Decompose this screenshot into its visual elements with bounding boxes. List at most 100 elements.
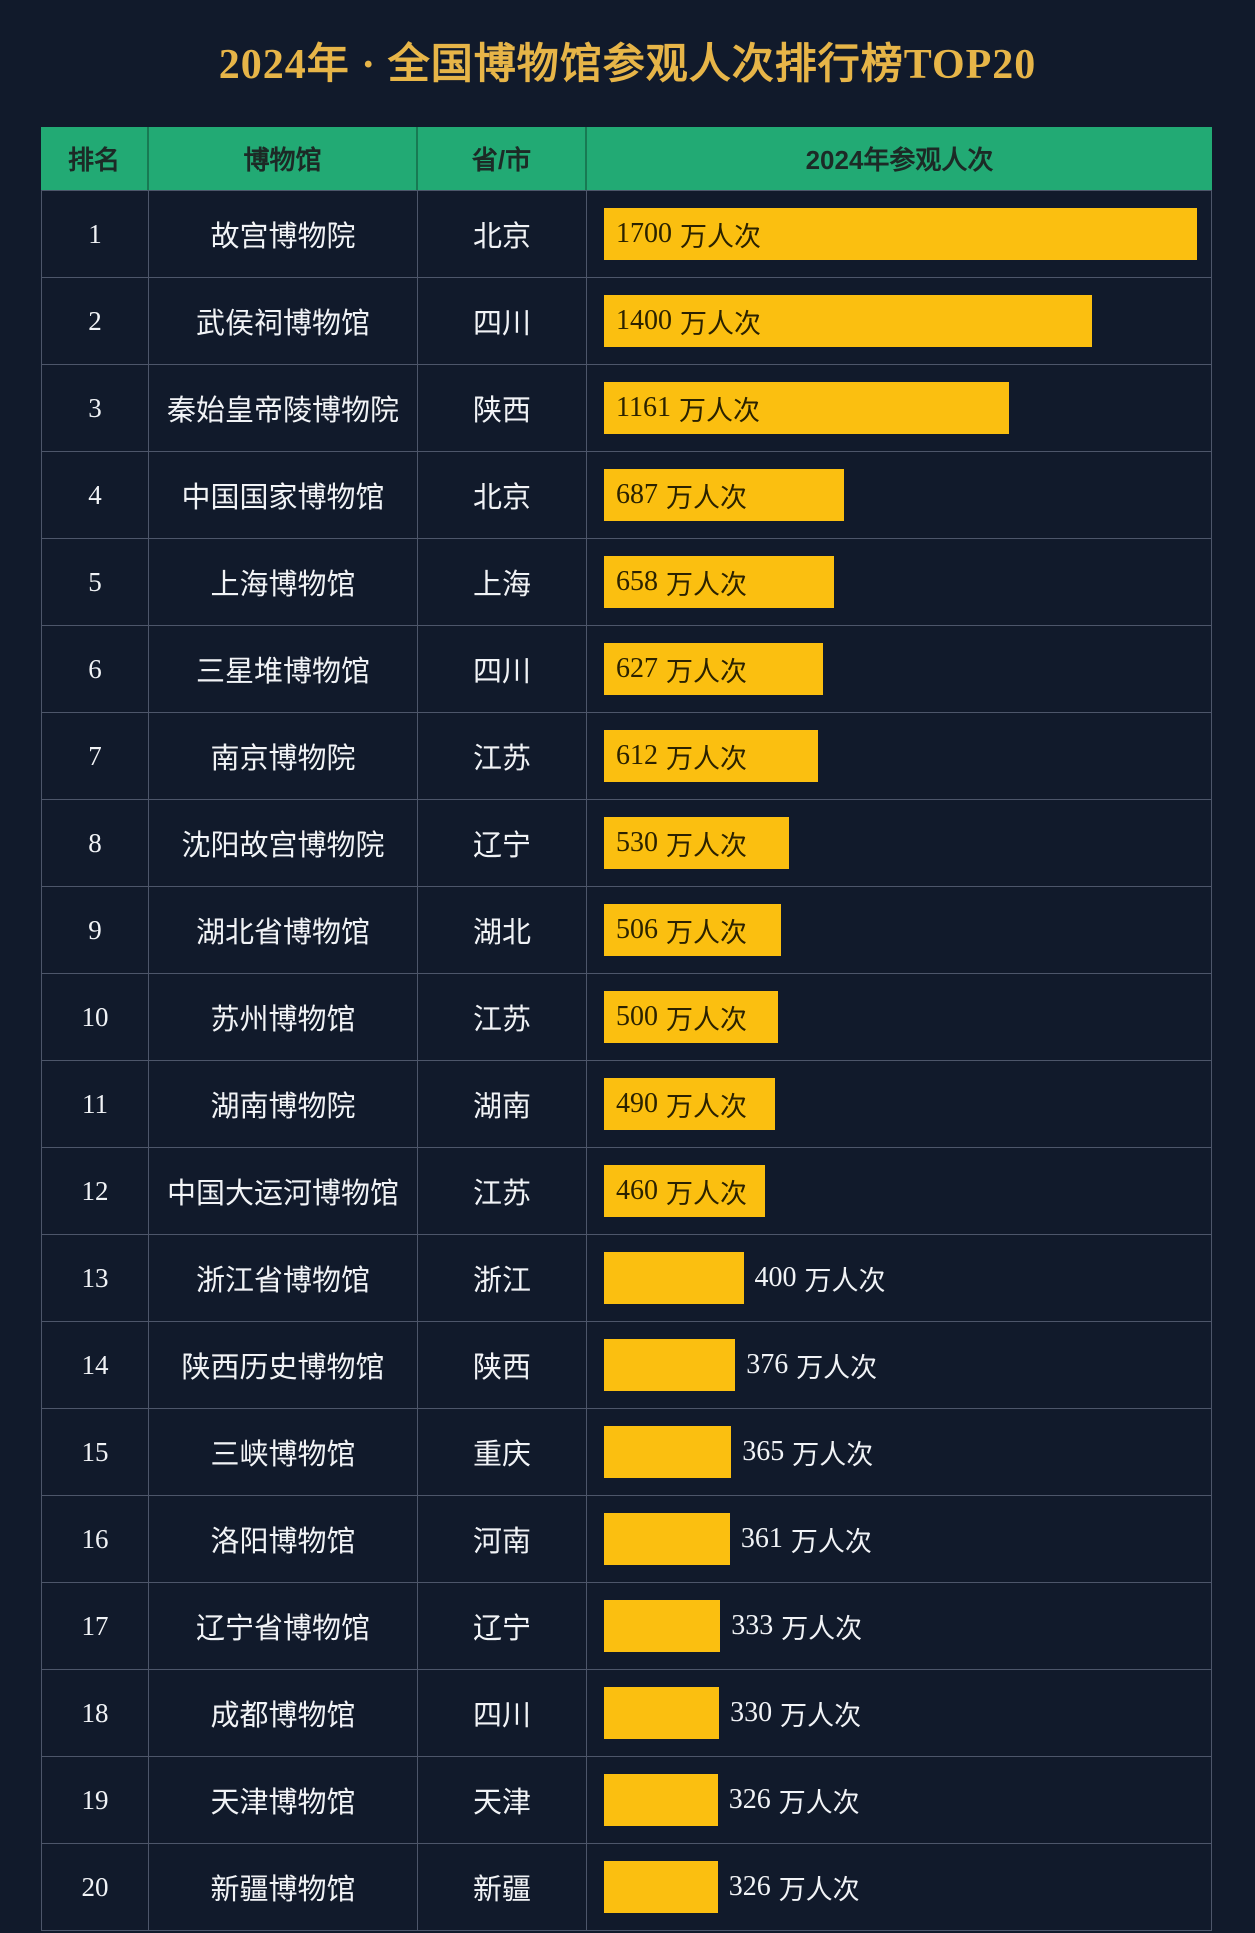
rank-cell: 8 bbox=[41, 800, 149, 886]
province-cell: 四川 bbox=[418, 1670, 587, 1756]
bar-cell: 500 万人次 bbox=[587, 974, 1212, 1060]
bar-unit: 万人次 bbox=[790, 1526, 872, 1557]
province-cell: 江苏 bbox=[418, 713, 587, 799]
bar-cell: 400 万人次 bbox=[587, 1235, 1212, 1321]
bar-unit: 万人次 bbox=[666, 1178, 747, 1209]
museum-name: 成都博物馆 bbox=[149, 1670, 418, 1756]
province-cell: 陕西 bbox=[418, 1322, 587, 1408]
bar-cell: 1700 万人次 bbox=[587, 191, 1212, 277]
bar-value: 530 bbox=[616, 827, 658, 858]
bar-unit: 万人次 bbox=[680, 308, 761, 339]
rank-cell: 10 bbox=[41, 974, 149, 1060]
bar-value: 333 bbox=[731, 1610, 774, 1641]
bar-label: 612 万人次 bbox=[616, 713, 747, 799]
museum-name: 三星堆博物馆 bbox=[149, 626, 418, 712]
bar-value: 1700 bbox=[616, 218, 672, 249]
museum-name: 辽宁省博物馆 bbox=[149, 1583, 418, 1669]
page-title: 2024年 · 全国博物馆参观人次排行榜TOP20 bbox=[218, 42, 1037, 88]
province-cell: 浙江 bbox=[418, 1235, 587, 1321]
bar-unit: 万人次 bbox=[778, 1874, 860, 1905]
table-row: 14 陕西历史博物馆 陕西 376 万人次 bbox=[41, 1322, 1212, 1409]
table-row: 15 三峡博物馆 重庆 365 万人次 bbox=[41, 1409, 1212, 1496]
bar-value: 627 bbox=[616, 653, 658, 684]
bar bbox=[604, 1513, 730, 1565]
bar-label: 1161 万人次 bbox=[616, 365, 760, 451]
rank-cell: 4 bbox=[41, 452, 149, 538]
bar-label: 333 万人次 bbox=[731, 1583, 862, 1669]
province-cell: 新疆 bbox=[418, 1844, 587, 1930]
rank-cell: 6 bbox=[41, 626, 149, 712]
bar bbox=[604, 556, 834, 608]
bar-cell: 490 万人次 bbox=[587, 1061, 1212, 1147]
bar-unit: 万人次 bbox=[680, 221, 761, 252]
bar-value: 658 bbox=[616, 566, 658, 597]
bar bbox=[604, 1252, 744, 1304]
bar-unit: 万人次 bbox=[666, 830, 747, 861]
bar bbox=[604, 382, 1009, 434]
bar-label: 361 万人次 bbox=[741, 1496, 872, 1582]
header-museum: 博物馆 bbox=[149, 127, 418, 190]
bar bbox=[604, 208, 1197, 260]
table-row: 5 上海博物馆 上海 658 万人次 bbox=[41, 539, 1212, 626]
bar bbox=[604, 469, 844, 521]
bar-cell: 361 万人次 bbox=[587, 1496, 1212, 1582]
table-row: 18 成都博物馆 四川 330 万人次 bbox=[41, 1670, 1212, 1757]
rank-cell: 15 bbox=[41, 1409, 149, 1495]
bar-cell: 326 万人次 bbox=[587, 1844, 1212, 1930]
museum-name: 沈阳故宫博物院 bbox=[149, 800, 418, 886]
bar-unit: 万人次 bbox=[778, 1787, 860, 1818]
bar-label: 530 万人次 bbox=[616, 800, 747, 886]
bar bbox=[604, 904, 781, 956]
museum-name: 陕西历史博物馆 bbox=[149, 1322, 418, 1408]
bar-value: 612 bbox=[616, 740, 658, 771]
rank-cell: 1 bbox=[41, 191, 149, 277]
bar-cell: 1161 万人次 bbox=[587, 365, 1212, 451]
bar-unit: 万人次 bbox=[666, 569, 747, 600]
museum-name: 中国国家博物馆 bbox=[149, 452, 418, 538]
bar-cell: 326 万人次 bbox=[587, 1757, 1212, 1843]
bar-value: 326 bbox=[728, 1784, 771, 1815]
bar-value: 687 bbox=[616, 479, 658, 510]
bar-unit: 万人次 bbox=[678, 395, 760, 426]
rank-cell: 14 bbox=[41, 1322, 149, 1408]
bar-unit: 万人次 bbox=[792, 1439, 874, 1470]
table-row: 7 南京博物院 江苏 612 万人次 bbox=[41, 713, 1212, 800]
bar-label: 1700 万人次 bbox=[616, 191, 761, 277]
province-cell: 辽宁 bbox=[418, 800, 587, 886]
bar-label: 376 万人次 bbox=[746, 1322, 877, 1408]
province-cell: 陕西 bbox=[418, 365, 587, 451]
province-cell: 辽宁 bbox=[418, 1583, 587, 1669]
province-cell: 河南 bbox=[418, 1496, 587, 1582]
rank-cell: 7 bbox=[41, 713, 149, 799]
table-row: 11 湖南博物院 湖南 490 万人次 bbox=[41, 1061, 1212, 1148]
bar bbox=[604, 1861, 718, 1913]
province-cell: 湖北 bbox=[418, 887, 587, 973]
province-cell: 四川 bbox=[418, 626, 587, 712]
bar-label: 627 万人次 bbox=[616, 626, 747, 712]
bar-value: 326 bbox=[728, 1871, 771, 1902]
bar-value: 330 bbox=[730, 1697, 773, 1728]
bar bbox=[604, 1165, 765, 1217]
museum-name: 三峡博物馆 bbox=[149, 1409, 418, 1495]
bar bbox=[604, 295, 1093, 347]
bar bbox=[604, 1687, 720, 1739]
bar bbox=[604, 1339, 736, 1391]
bar-value: 376 bbox=[746, 1349, 789, 1380]
rank-cell: 18 bbox=[41, 1670, 149, 1756]
table-row: 12 中国大运河博物馆 江苏 460 万人次 bbox=[41, 1148, 1212, 1235]
table-row: 3 秦始皇帝陵博物院 陕西 1161 万人次 bbox=[41, 365, 1212, 452]
table-row: 9 湖北省博物馆 湖北 506 万人次 bbox=[41, 887, 1212, 974]
rank-cell: 2 bbox=[41, 278, 149, 364]
bar-unit: 万人次 bbox=[796, 1352, 878, 1383]
bar bbox=[604, 1426, 732, 1478]
museum-name: 故宫博物院 bbox=[149, 191, 418, 277]
rank-cell: 5 bbox=[41, 539, 149, 625]
bar-unit: 万人次 bbox=[666, 482, 747, 513]
bar-label: 460 万人次 bbox=[616, 1148, 747, 1234]
museum-name: 新疆博物馆 bbox=[149, 1844, 418, 1930]
bar-label: 326 万人次 bbox=[729, 1844, 860, 1930]
bar bbox=[604, 817, 789, 869]
rank-cell: 9 bbox=[41, 887, 149, 973]
bar-cell: 530 万人次 bbox=[587, 800, 1212, 886]
rank-cell: 11 bbox=[41, 1061, 149, 1147]
